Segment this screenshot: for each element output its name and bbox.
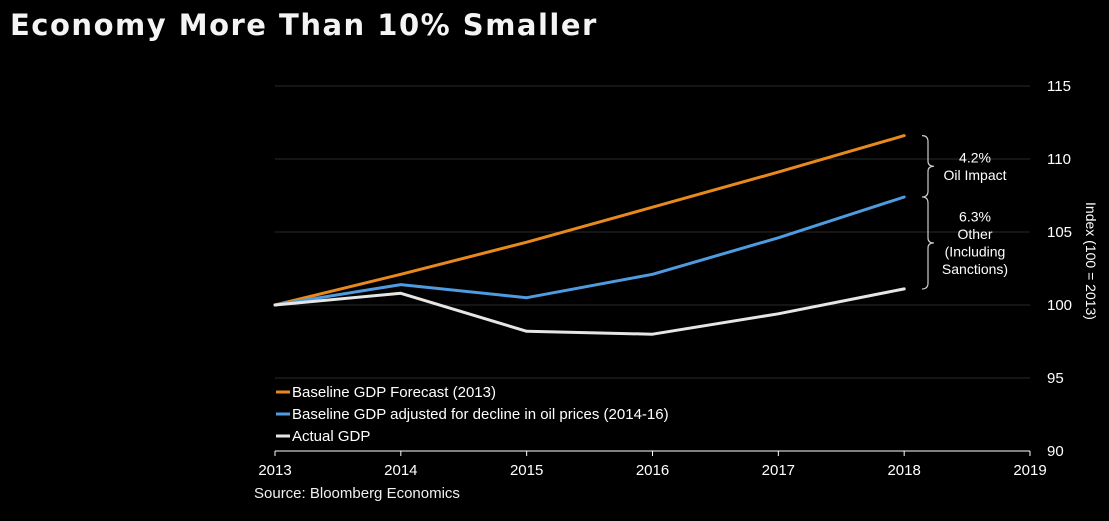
legend-label: Baseline GDP Forecast (2013) [292,384,496,401]
annotation-text: Sanctions) [942,261,1008,277]
annotation-text: Oil Impact [943,167,1006,183]
x-tick-label: 2019 [1013,462,1046,479]
y-tick-label: 90 [1047,443,1064,460]
y-axis-label: Index (100 = 2013) [1083,202,1099,320]
legend-label: Baseline GDP adjusted for decline in oil… [292,406,669,423]
series-line-2 [273,195,906,307]
annotations: 4.2%Oil Impact 6.3%Other (IncludingSanctio… [921,135,1008,290]
y-axis-tick-labels: 90 95 100 105 110 115 [1047,78,1072,460]
x-tick-label: 2015 [510,462,543,479]
annotation-text: Other [957,226,992,242]
grid-lines [275,85,1030,379]
series-lines [273,134,906,336]
y-tick-label: 105 [1047,224,1072,241]
chart-title: Economy More Than 10% Smaller [10,8,598,42]
bracket [921,135,935,198]
x-tick-label: 2018 [887,462,920,479]
series-line-1 [273,134,906,307]
series-line-3 [273,287,906,336]
x-tick-label: 2013 [258,462,291,479]
bracket [921,196,935,290]
source-note: Source: Bloomberg Economics [254,485,460,502]
annotation-text: 6.3% [959,209,991,225]
x-tick-label: 2014 [384,462,417,479]
y-tick-label: 100 [1047,297,1072,314]
legend: Baseline GDP Forecast (2013) Baseline GDP… [276,384,669,445]
legend-label: Actual GDP [292,428,370,445]
y-tick-label: 110 [1047,151,1071,168]
x-tick-label: 2016 [636,462,669,479]
annotation-text: (Including [945,244,1006,260]
annotation-text: 4.2% [959,150,991,166]
y-tick-label: 115 [1047,78,1071,95]
x-axis: 2013 2014 2015 2016 2017 2018 2019 [258,450,1047,479]
y-tick-label: 95 [1047,370,1064,387]
x-tick-label: 2017 [762,462,795,479]
